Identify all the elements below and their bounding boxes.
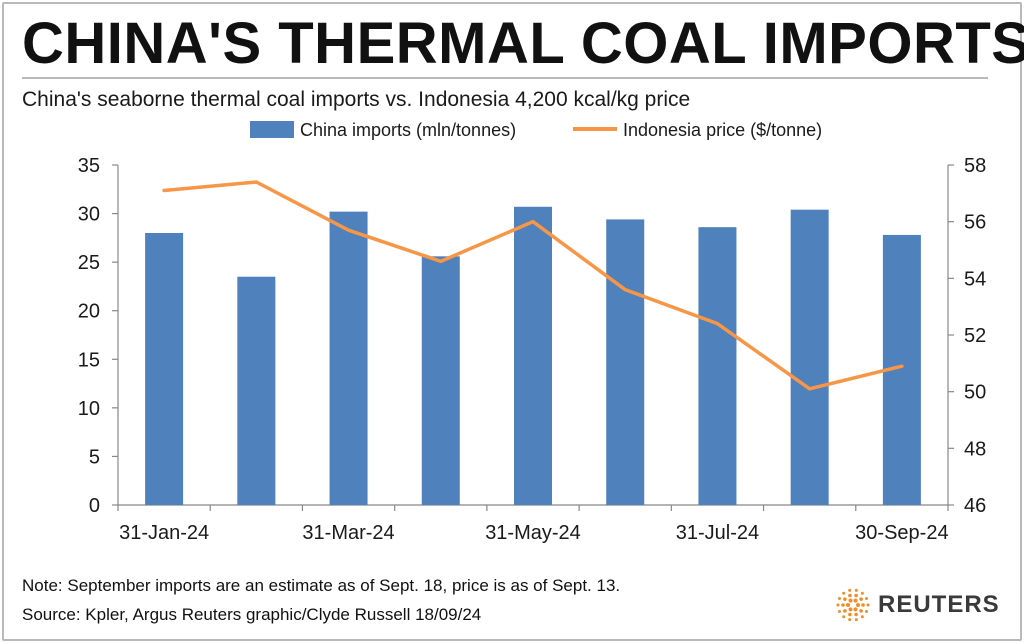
logo-dot: [854, 593, 858, 598]
bar-imports-29-Feb-24: [237, 276, 276, 505]
page-title: CHINA'S THERMAL COAL IMPORTS: [22, 11, 1024, 76]
logo-dot: [854, 612, 858, 617]
bar-imports-31-Mar-24: [329, 211, 368, 505]
logo-dot: [841, 603, 845, 607]
footnote: Note: September imports are an estimate …: [22, 576, 621, 595]
logo-dot: [848, 612, 852, 617]
y-left-tick-label: 0: [89, 495, 100, 517]
chart-subtitle: China's seaborne thermal coal imports vs…: [22, 88, 691, 111]
logo-dot: [837, 610, 841, 614]
x-tick-label: 31-Jul-24: [676, 522, 759, 544]
logo-dot: [842, 591, 846, 595]
y-right-tick-label: 46: [964, 495, 986, 517]
bar-imports-31-Jan-24: [145, 233, 184, 505]
y-left-tick-label: 35: [78, 155, 100, 177]
y-right-tick-label: 56: [964, 212, 986, 234]
legend-swatch-imports: [250, 121, 294, 138]
logo-dot: [861, 603, 865, 607]
x-tick-label: 31-Mar-24: [302, 522, 394, 544]
logo-dot: [846, 603, 850, 607]
logo-dot: [842, 615, 846, 619]
title-divider: [22, 77, 988, 79]
y-right-tick-label: 54: [964, 268, 986, 290]
bar-imports-31-Jul-24: [698, 227, 737, 505]
x-tick-label: 31-Jan-24: [119, 522, 209, 544]
logo-dot: [837, 596, 841, 600]
bar-imports-30-Apr-24: [421, 256, 460, 505]
logo-dot: [854, 588, 858, 592]
x-tick-label: 31-May-24: [485, 522, 581, 544]
logo-dot: [848, 593, 852, 598]
y-left-tick-label: 30: [78, 204, 100, 226]
y-left-tick-label: 20: [78, 301, 100, 323]
bar-imports-31-Aug-24: [790, 209, 829, 505]
legend-label-imports: China imports (mln/tonnes): [300, 120, 516, 140]
y-right-tick-label: 52: [964, 325, 986, 347]
y-right-tick-label: 50: [964, 382, 986, 404]
bar-imports-31-May-24: [514, 206, 552, 505]
logo-dot: [865, 610, 869, 614]
y-left-tick-label: 5: [89, 446, 100, 468]
logo-dot: [865, 596, 869, 600]
y-left-tick-label: 10: [78, 398, 100, 420]
x-tick-label: 30-Sep-24: [855, 522, 948, 544]
logo-dot: [848, 607, 853, 612]
logo-dot: [848, 588, 852, 592]
logo-dot: [843, 597, 847, 601]
logo-dot: [859, 597, 863, 601]
y-right-tick-label: 48: [964, 438, 986, 460]
logo-dot: [866, 603, 870, 607]
reuters-logo-text: REUTERS: [878, 591, 1000, 618]
y-left-tick-label: 15: [78, 349, 100, 371]
logo-dot: [836, 603, 840, 607]
logo-dot: [854, 618, 858, 622]
logo-dot: [860, 615, 864, 619]
bar-imports-30-Jun-24: [606, 219, 645, 505]
logo-dot: [848, 618, 852, 622]
y-right-tick-label: 58: [964, 155, 986, 177]
logo-dot: [848, 598, 853, 603]
logo-dot: [859, 609, 863, 613]
legend-label-price: Indonesia price ($/tonne): [623, 120, 822, 140]
logo-dot: [843, 609, 847, 613]
reuters-logo-icon: [836, 588, 870, 622]
logo-dot: [856, 603, 860, 607]
logo-dot: [853, 598, 858, 603]
logo-dot: [853, 607, 858, 612]
y-left-tick-label: 25: [78, 252, 100, 274]
reuters-logo: REUTERS: [836, 587, 1000, 623]
source-credit: Source: Kpler, Argus Reuters graphic/Cly…: [22, 605, 482, 624]
logo-dot: [860, 591, 864, 595]
